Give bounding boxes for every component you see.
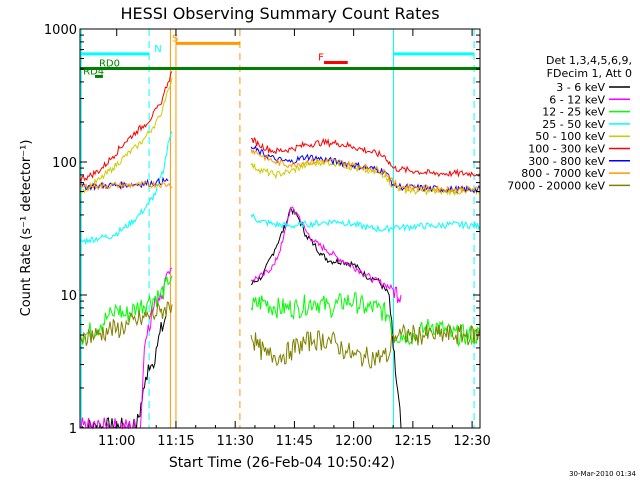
flag-label: N — [154, 44, 161, 55]
x-tick-label: 11:45 — [276, 434, 313, 449]
legend-entry: 100 - 300 keV — [528, 143, 605, 156]
flag-label: S — [172, 33, 178, 44]
series-line — [79, 180, 173, 191]
y-tick-label: 10 — [60, 289, 77, 304]
series-line — [79, 301, 173, 346]
series-line — [250, 136, 481, 178]
legend-entry: 12 - 25 keV — [542, 106, 605, 119]
series-line — [79, 77, 173, 194]
series-line — [80, 315, 167, 429]
x-tick-label: 11:15 — [157, 434, 194, 449]
series-line — [250, 213, 481, 234]
footer-timestamp: 30-Mar-2010 01:34 — [569, 470, 636, 478]
series-line — [250, 323, 481, 369]
legend-entry: 800 - 7000 keV — [521, 167, 605, 180]
plot-frame — [79, 28, 481, 429]
x-tick-label: 11:00 — [98, 434, 135, 449]
legend: Det 1,3,4,5,6,9,FDecim 1, Att 03 - 6 keV… — [507, 54, 632, 192]
flag-label: RD4 — [83, 66, 104, 77]
legend-entry: 300 - 800 keV — [528, 155, 605, 168]
x-tick-label: 11:30 — [216, 434, 253, 449]
legend-entry: 50 - 100 keV — [535, 130, 605, 143]
x-tick-label: 12:15 — [394, 434, 431, 449]
legend-header: Det 1,3,4,5,6,9, — [546, 54, 632, 67]
y-tick-label: 1 — [69, 422, 77, 437]
legend-entry: 6 - 12 keV — [549, 93, 605, 106]
flag-label: RD0 — [99, 58, 120, 69]
y-axis-label: Count Rate (s⁻¹ detector⁻¹) — [19, 140, 34, 317]
x-axis-label: Start Time (26-Feb-04 10:50:42) — [169, 455, 395, 471]
legend-header: FDecim 1, Att 0 — [547, 67, 632, 80]
chart-title: HESSI Observing Summary Count Rates — [120, 4, 439, 23]
y-tick-label: 1000 — [44, 23, 77, 38]
series-line — [250, 158, 481, 197]
series-line — [79, 275, 173, 345]
series-line — [79, 71, 173, 183]
y-tick-label: 100 — [52, 156, 77, 171]
legend-entry: 3 - 6 keV — [556, 81, 605, 94]
series-line — [79, 131, 173, 246]
x-tick-label: 12:00 — [335, 434, 372, 449]
flag-label: F — [318, 52, 324, 63]
x-tick-label: 12:30 — [453, 434, 490, 449]
series-line — [250, 148, 481, 195]
series-line — [250, 206, 402, 429]
legend-entry: 25 - 50 keV — [542, 118, 605, 131]
series-line — [250, 292, 481, 348]
series-line — [250, 206, 402, 304]
legend-entry: 7000 - 20000 keV — [507, 179, 605, 192]
series-line — [250, 145, 481, 194]
series-line — [79, 176, 169, 192]
